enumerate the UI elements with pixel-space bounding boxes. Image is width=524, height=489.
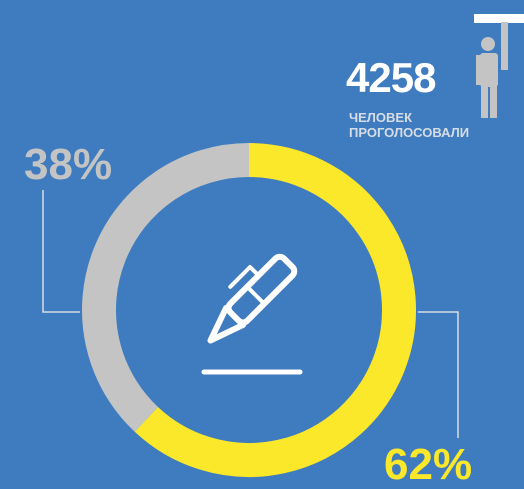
donut-slice-0 — [134, 143, 416, 477]
votes-count: 4258 — [346, 54, 436, 101]
percent-label-grey: 38% — [24, 140, 113, 189]
pen-writing-icon — [207, 253, 298, 344]
person-raising-hand-icon — [474, 14, 524, 118]
caption-line-1: ЧЕЛОВЕК — [349, 110, 413, 125]
caption-line-2: ПРОГОЛОСОВАЛИ — [349, 125, 470, 140]
percent-label-yellow: 62% — [384, 440, 473, 489]
votes-caption: ЧЕЛОВЕК ПРОГОЛОСОВАЛИ — [349, 110, 469, 140]
donut-slice-1 — [82, 143, 250, 432]
leader-line-yellow — [418, 311, 459, 438]
leader-line-grey — [42, 190, 80, 313]
donut-slices — [82, 143, 416, 477]
